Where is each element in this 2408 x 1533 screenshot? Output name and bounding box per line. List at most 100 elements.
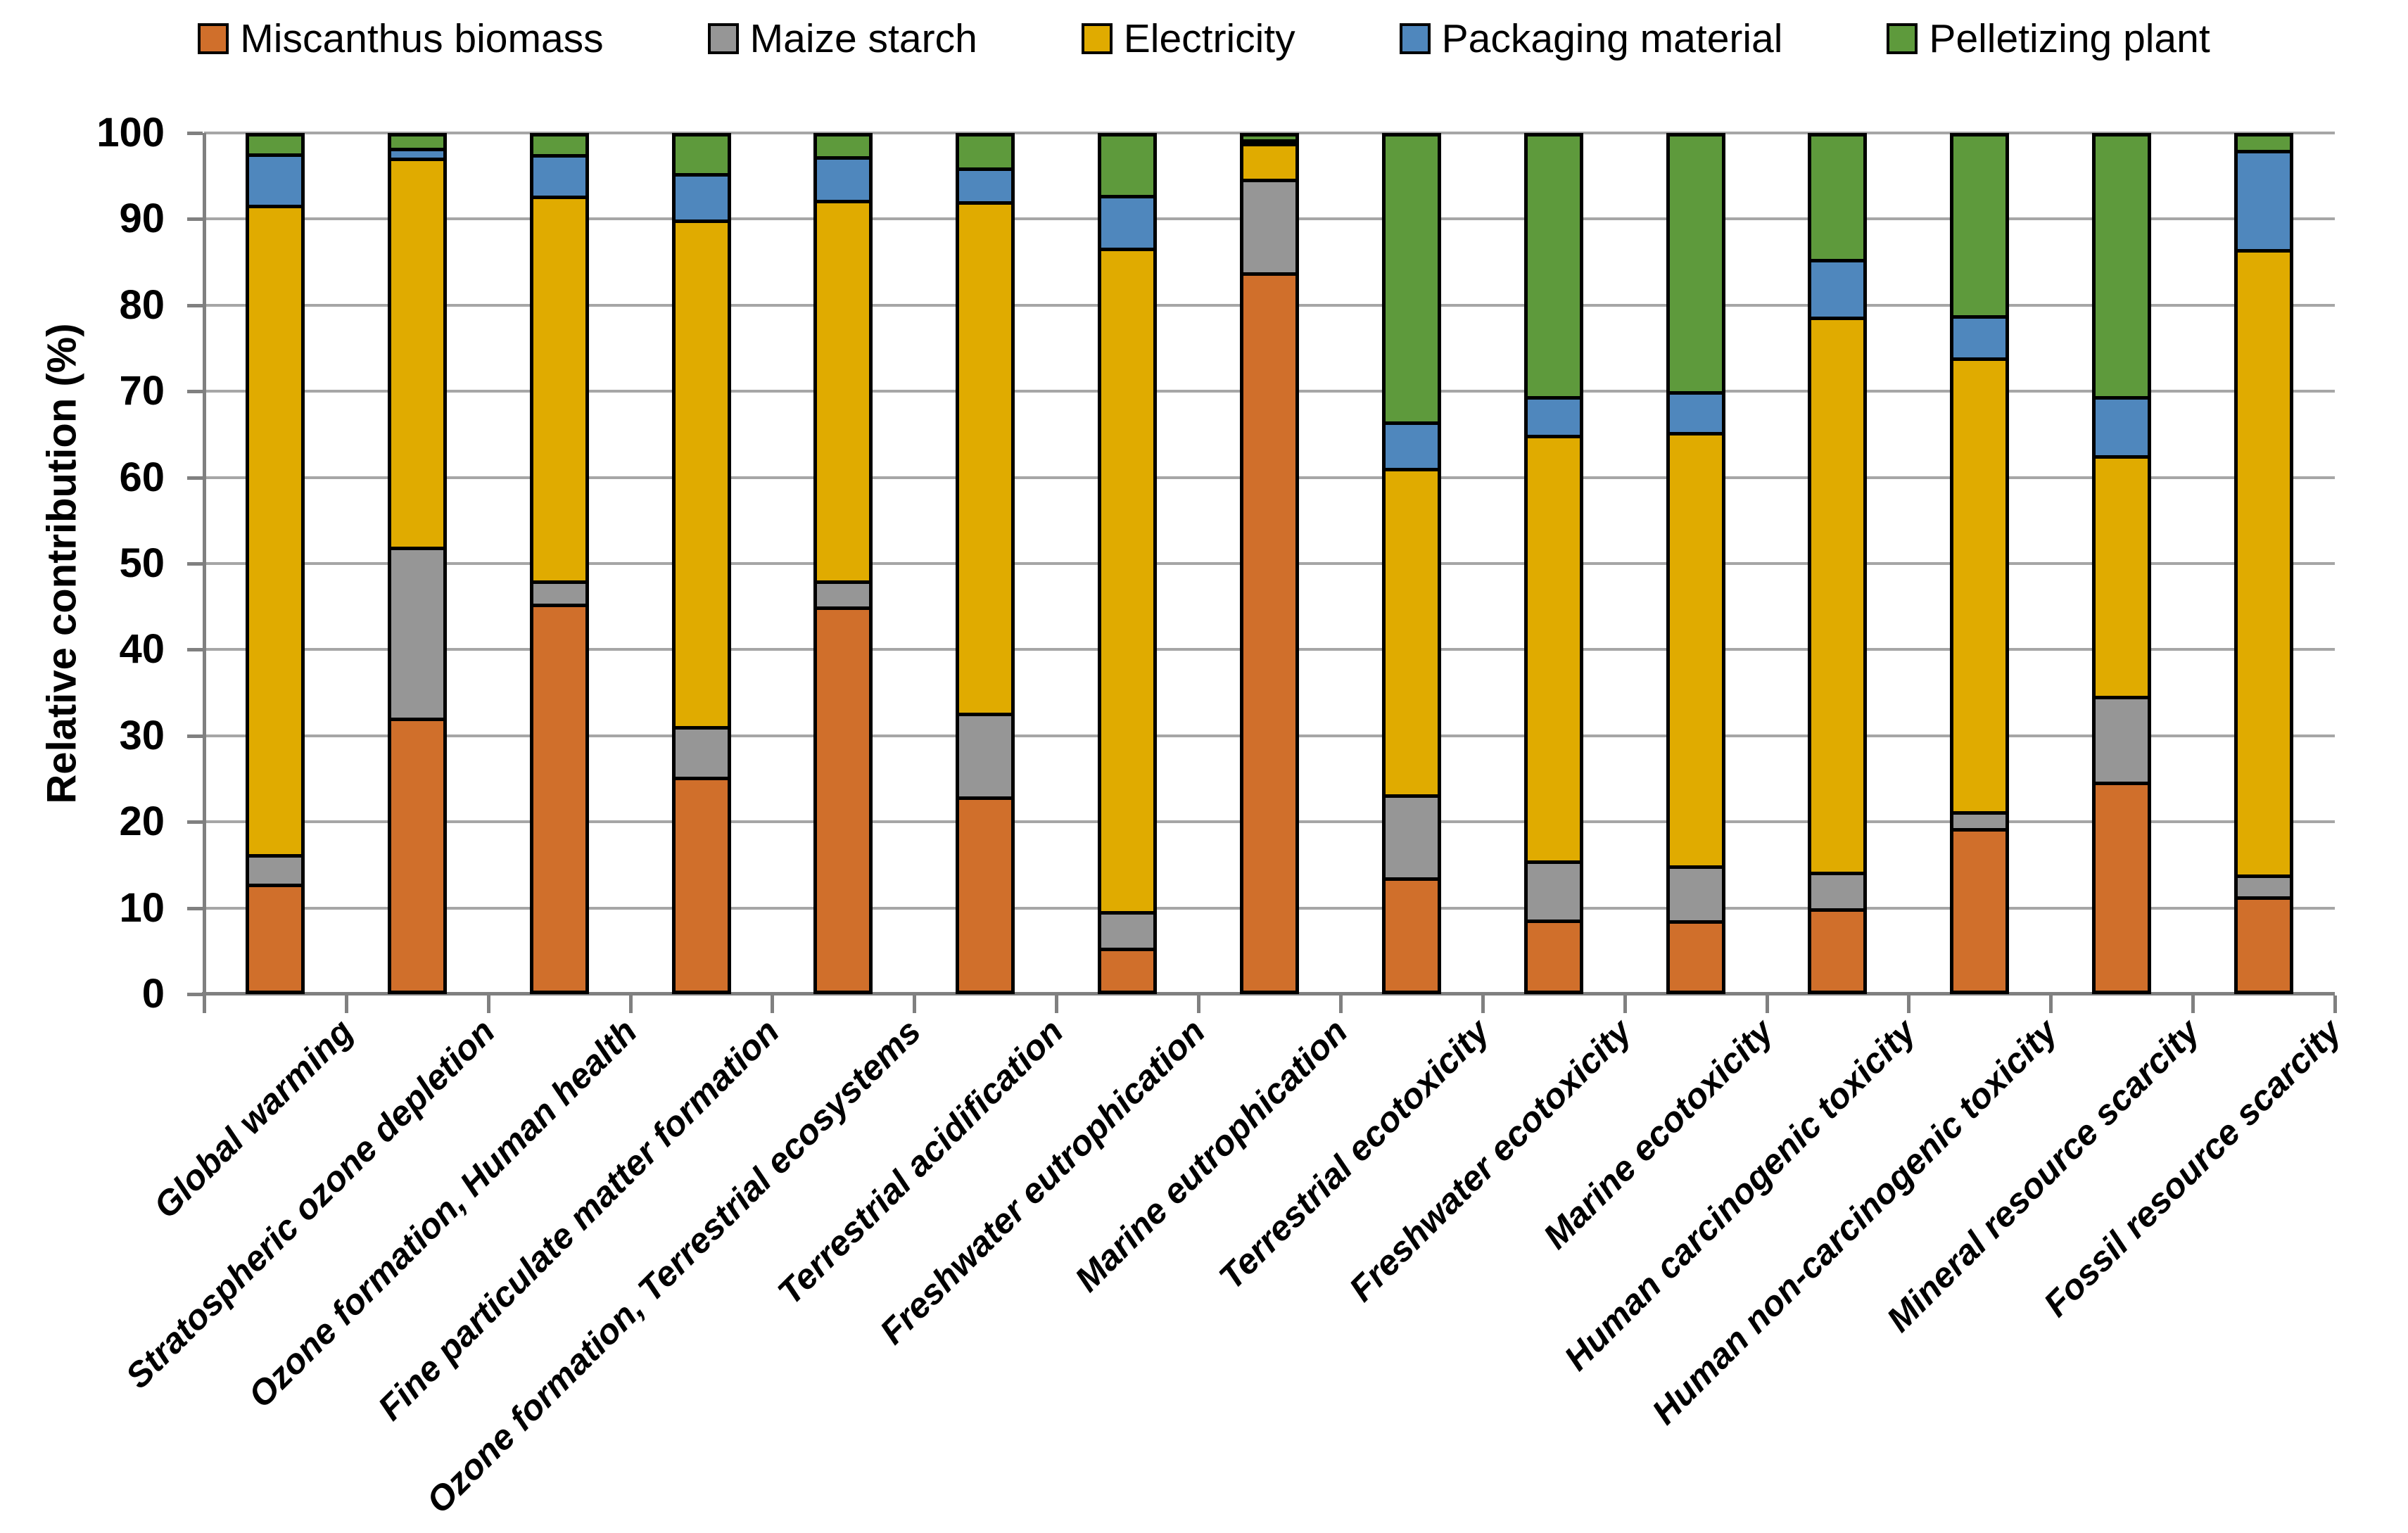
segment-pelletizing-plant bbox=[675, 136, 728, 174]
segment-maize-starch bbox=[1669, 865, 1722, 921]
segment-miscanthus-biomass bbox=[2096, 781, 2148, 991]
legend-item-maize-starch: Maize starch bbox=[707, 15, 977, 62]
segment-maize-starch bbox=[533, 580, 585, 604]
segment-electricity bbox=[817, 199, 870, 581]
y-axis-tick bbox=[187, 132, 203, 135]
segment-maize-starch bbox=[1385, 794, 1438, 877]
legend-label: Maize starch bbox=[749, 16, 977, 61]
segment-miscanthus-biomass bbox=[1527, 920, 1580, 991]
bar-human-carcinogenic-toxicity bbox=[1808, 133, 1868, 994]
segment-maize-starch bbox=[1953, 811, 2006, 829]
y-axis-tick-label: 90 bbox=[119, 196, 165, 242]
y-axis-tick bbox=[187, 562, 203, 566]
segment-electricity bbox=[248, 205, 301, 854]
y-axis-tick-label: 40 bbox=[119, 626, 165, 673]
segment-packaging-material bbox=[1243, 139, 1295, 143]
y-axis-tick-label: 60 bbox=[119, 454, 165, 500]
segment-packaging-material bbox=[1385, 421, 1438, 469]
x-axis-tick bbox=[203, 996, 206, 1013]
x-axis-tick bbox=[344, 996, 348, 1013]
segment-miscanthus-biomass bbox=[1385, 877, 1438, 991]
y-axis-tick-label: 10 bbox=[119, 884, 165, 931]
segment-miscanthus-biomass bbox=[248, 884, 301, 991]
segment-miscanthus-biomass bbox=[817, 606, 870, 991]
bar-ozone-formation-human-health bbox=[529, 133, 589, 994]
segment-pelletizing-plant bbox=[391, 136, 443, 148]
segment-maize-starch bbox=[391, 546, 443, 718]
legend-label: Pelletizing plant bbox=[1929, 16, 2210, 61]
segment-electricity bbox=[533, 195, 585, 581]
bar-ozone-formation-terrestrial-ecosystems bbox=[813, 133, 873, 994]
segment-electricity bbox=[959, 201, 1012, 713]
segment-packaging-material bbox=[675, 173, 728, 220]
y-axis-tick bbox=[187, 476, 203, 480]
bar-stratospheric-ozone-depletion bbox=[387, 133, 447, 994]
segment-miscanthus-biomass bbox=[675, 777, 728, 991]
y-axis-tick bbox=[187, 648, 203, 652]
bar-mineral-resource-scarcity bbox=[2092, 133, 2152, 994]
y-axis-tick-label: 20 bbox=[119, 799, 165, 845]
segment-miscanthus-biomass bbox=[1101, 948, 1154, 991]
segment-packaging-material bbox=[248, 153, 301, 205]
segment-maize-starch bbox=[675, 725, 728, 777]
segment-electricity bbox=[1811, 317, 1864, 872]
bar-freshwater-eutrophication bbox=[1098, 133, 1158, 994]
y-axis-tick-label: 0 bbox=[141, 971, 165, 1017]
legend-swatch-icon bbox=[1887, 23, 1918, 54]
segment-pelletizing-plant bbox=[1811, 136, 1864, 259]
x-axis-tick bbox=[1765, 996, 1769, 1013]
segment-packaging-material bbox=[959, 167, 1012, 202]
x-axis-tick bbox=[1623, 996, 1627, 1013]
segment-maize-starch bbox=[1101, 911, 1154, 948]
segment-maize-starch bbox=[1811, 872, 1864, 909]
segment-pelletizing-plant bbox=[533, 136, 585, 155]
segment-packaging-material bbox=[1811, 258, 1864, 317]
legend-label: Miscanthus biomass bbox=[240, 16, 604, 61]
y-axis-tick-label: 80 bbox=[119, 281, 165, 328]
segment-pelletizing-plant bbox=[1243, 136, 1295, 139]
y-axis-tick bbox=[187, 820, 203, 825]
legend: Miscanthus biomass Maize starch Electricit… bbox=[0, 15, 2408, 62]
y-axis-tick bbox=[187, 217, 203, 222]
segment-packaging-material bbox=[2096, 396, 2148, 455]
x-axis-tick bbox=[628, 996, 633, 1013]
x-axis-tick bbox=[2191, 996, 2195, 1013]
x-axis-label: Freshwater ecotoxicity bbox=[1341, 1011, 1639, 1309]
segment-electricity bbox=[1527, 434, 1580, 861]
segment-electricity bbox=[2238, 249, 2290, 874]
y-axis-tick-label: 50 bbox=[119, 540, 165, 586]
bar-human-non-carcinogenic-toxicity bbox=[1950, 133, 2010, 994]
segment-miscanthus-biomass bbox=[533, 604, 585, 991]
legend-swatch-icon bbox=[1081, 23, 1113, 54]
segment-miscanthus-biomass bbox=[391, 717, 443, 991]
legend-item-electricity: Electricity bbox=[1081, 15, 1295, 62]
legend-item-packaging-material: Packaging material bbox=[1399, 15, 1783, 62]
y-axis-tick-label: 100 bbox=[96, 110, 165, 155]
segment-electricity bbox=[1669, 432, 1722, 865]
segment-pelletizing-plant bbox=[1101, 136, 1154, 195]
y-axis-line bbox=[203, 133, 206, 994]
y-axis-tick-label: 70 bbox=[119, 368, 165, 414]
bar-freshwater-ecotoxicity bbox=[1523, 133, 1583, 994]
segment-miscanthus-biomass bbox=[1953, 828, 2006, 991]
legend-label: Packaging material bbox=[1441, 16, 1783, 61]
segment-maize-starch bbox=[2096, 696, 2148, 782]
legend-item-pelletizing-plant: Pelletizing plant bbox=[1887, 15, 2210, 62]
legend-swatch-icon bbox=[198, 23, 229, 54]
segment-electricity bbox=[1101, 247, 1154, 912]
segment-maize-starch bbox=[959, 713, 1012, 797]
y-axis-tick bbox=[187, 993, 203, 996]
segment-miscanthus-biomass bbox=[1669, 920, 1722, 991]
segment-maize-starch bbox=[1243, 178, 1295, 272]
segment-electricity bbox=[1385, 468, 1438, 794]
segment-pelletizing-plant bbox=[1385, 136, 1438, 422]
segment-pelletizing-plant bbox=[959, 136, 1012, 167]
bar-marine-eutrophication bbox=[1240, 133, 1299, 994]
y-axis-tick bbox=[187, 390, 203, 394]
segment-miscanthus-biomass bbox=[1811, 908, 1864, 991]
legend-item-miscanthus-biomass: Miscanthus biomass bbox=[198, 15, 604, 62]
legend-swatch-icon bbox=[707, 23, 739, 54]
segment-pelletizing-plant bbox=[2238, 136, 2290, 151]
segment-packaging-material bbox=[817, 155, 870, 200]
